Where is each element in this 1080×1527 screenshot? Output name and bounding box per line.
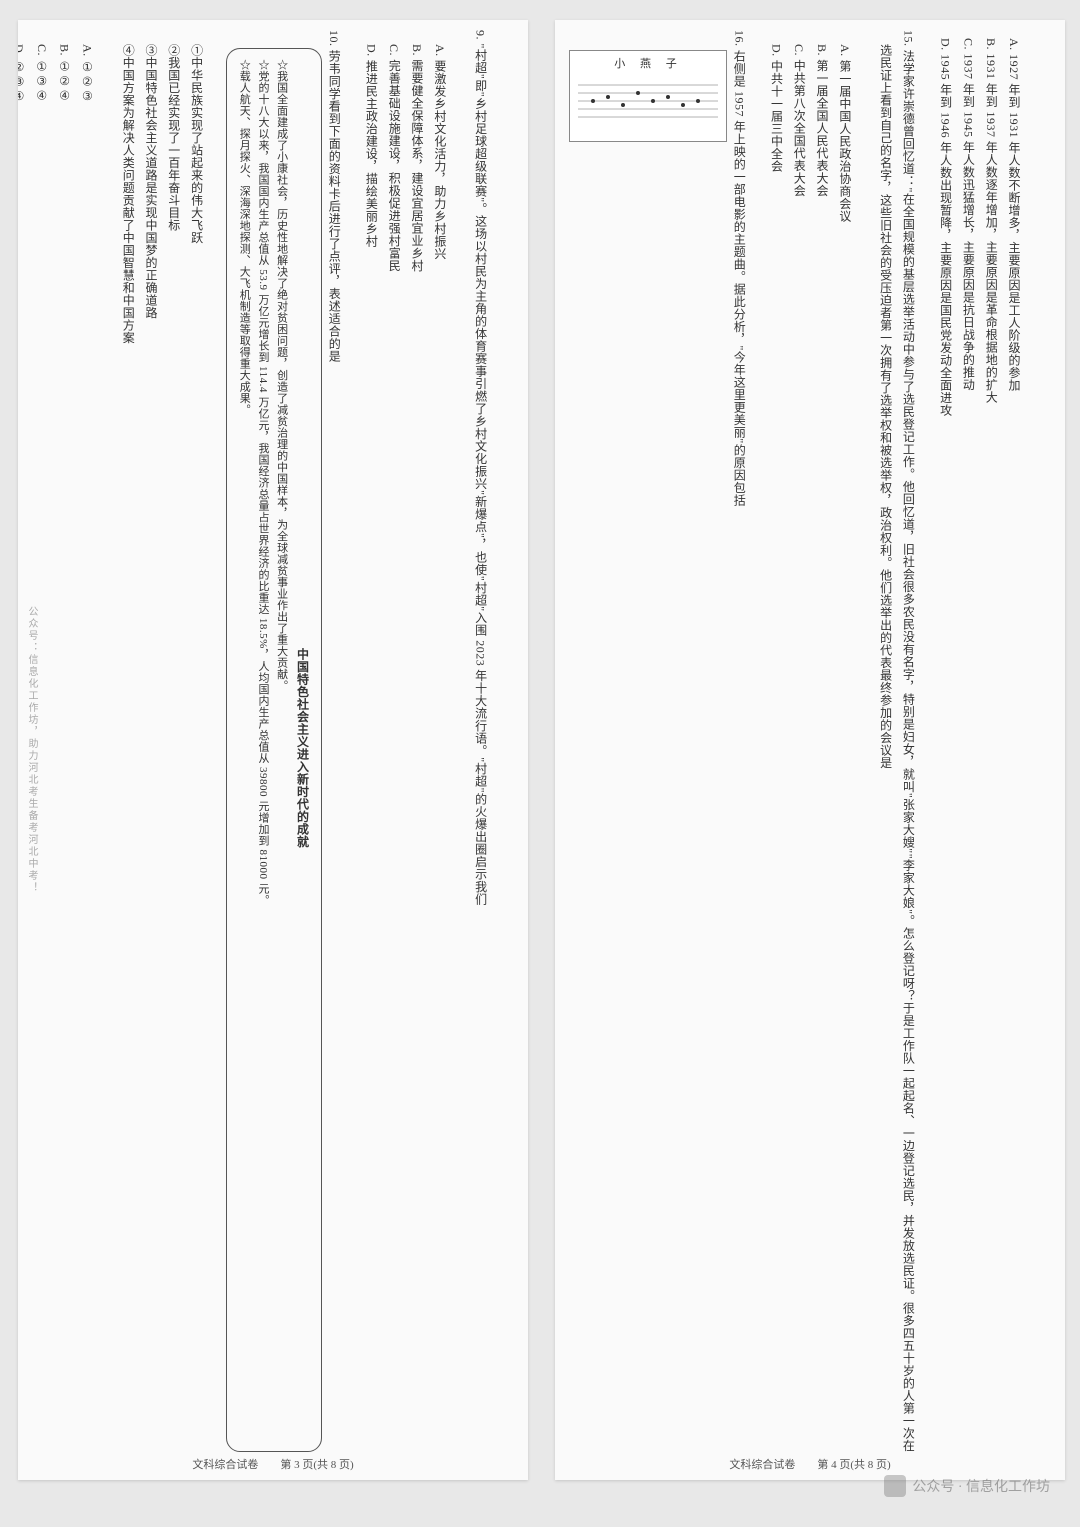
q10-a: A. ①②③: [76, 44, 99, 1456]
q10-b: B. ①②④: [53, 44, 76, 1456]
q10-text: 劳韦同学看到下面的资料卡后进行了点评，表述适合的是: [327, 50, 341, 363]
q9-opt-c: C. 完善基础设施建设，积极促进强村富民: [382, 44, 405, 1456]
question-16: 16. 右侧是 1957 年上映的一部电影的主题曲。据此分析，"今年这里更美丽"…: [555, 44, 765, 1456]
wechat-icon: [884, 1475, 906, 1497]
q9-options: A. 要激发乡村文化活力，助力乡村振兴 B. 需要健全保障体系，建设宜居宜业乡村…: [360, 44, 451, 1456]
q15-num: 15.: [901, 30, 915, 47]
page-4-content: A. 1927 年到 1931 年人数不断增多，主要原因是工人阶级的参加 B. …: [577, 38, 1043, 1462]
q15-a: A. 第一届中国人民政治协商会议: [833, 44, 856, 1456]
q10-num: 10.: [327, 30, 341, 47]
q9-stem: 9. "村超"即"乡村足球超级联赛"。这场以村民为主角的体育赛事引燃了乡村文化振…: [469, 44, 506, 1456]
q16-num: 16.: [732, 30, 746, 47]
q9-opt-b: B. 需要健全保障体系，建设宜居宜业乡村: [405, 44, 428, 1456]
page-4: A. 1927 年到 1931 年人数不断增多，主要原因是工人阶级的参加 B. …: [555, 20, 1065, 1480]
q16-text: 右侧是 1957 年上映的一部电影的主题曲。据此分析，"今年这里更美丽"的原因包…: [732, 50, 746, 506]
watermark: 公众号 · 信息化工作坊: [884, 1475, 1050, 1497]
question-10: 10. 劳韦同学看到下面的资料卡后进行了点评，表述适合的是 中国特色社会主义进入…: [18, 44, 360, 1456]
q15-c: C. 中共第八次全国代表大会: [787, 44, 810, 1456]
q10-card-line-0: ☆我国全面建成了小康社会，历史性地解决了绝对贫困问题，创造了减贫治理的中国样本，…: [272, 59, 291, 1441]
q10-card: 中国特色社会主义进入新时代的成就 ☆我国全面建成了小康社会，历史性地解决了绝对贫…: [226, 48, 323, 1452]
music-score-svg: [573, 75, 723, 130]
side-watermark: 公众号：信息化工作坊，助力河北考生备考河北中考！: [24, 606, 39, 894]
page-3-footer: 文科综合试卷 第 3 页(共 8 页): [18, 1456, 528, 1472]
q10-c2: ②我国已经实现了一百年奋斗目标: [162, 44, 185, 1456]
q15-b: B. 第一届全国人民代表大会: [810, 44, 833, 1456]
q10-card-line-1: ☆党的十八大以来，我国国内生产总值从 53.9 万亿元增长到 114.4 万亿元…: [253, 59, 272, 1441]
q15-stem: 15. 法学家许崇德曾回忆道："在全国规模的基层选举活动中参与了选民登记工作。他…: [874, 44, 934, 1456]
page-3: 公众号：信息化工作坊，助力河北考生备考河北中考！ 9. "村超"即"乡村足球超级…: [18, 20, 528, 1480]
q14-a: A. 1927 年到 1931 年人数不断增多，主要原因是工人阶级的参加: [1002, 38, 1025, 1462]
q10-card-line-2: ☆载人航天、探月探火、深海深地探测、大飞机制造等取得重大成果。: [235, 59, 254, 1441]
page-4-footer: 文科综合试卷 第 4 页(共 8 页): [555, 1456, 1065, 1472]
q14-options: A. 1927 年到 1931 年人数不断增多，主要原因是工人阶级的参加 B. …: [934, 38, 1025, 1462]
watermark-text: 公众号 · 信息化工作坊: [912, 1476, 1050, 1496]
question-15: 15. 法学家许崇德曾回忆道："在全国规模的基层选举活动中参与了选民登记工作。他…: [765, 44, 934, 1456]
question-9: 9. "村超"即"乡村足球超级联赛"。这场以村民为主角的体育赛事引燃了乡村文化振…: [360, 44, 506, 1456]
q10-circled: ①中华民族实现了站起来的伟大飞跃 ②我国已经实现了一百年奋斗目标 ③中国特色社会…: [116, 44, 207, 1456]
q10-c3: ③中国特色社会主义道路是实现中国梦的正确道路: [139, 44, 162, 1456]
q14-c: C. 1937 年到 1945 年人数迅猛增长，主要原因是抗日战争的推动: [957, 38, 980, 1462]
q14-b: B. 1931 年到 1937 年人数逐年增加，主要原因是革命根据地的扩大: [979, 38, 1002, 1462]
q9-opt-a: A. 要激发乡村文化活力，助力乡村振兴: [428, 44, 451, 1456]
q15-d: D. 中共十一届三中全会: [765, 44, 788, 1456]
q9-num: 9.: [474, 30, 488, 40]
q10-c4: ④中国方案为解决人类问题贡献了中国智慧和中国方案: [116, 44, 139, 1456]
q16-stem: 16. 右侧是 1957 年上映的一部电影的主题曲。据此分析，"今年这里更美丽"…: [727, 44, 764, 1456]
page-3-content: 9. "村超"即"乡村足球超级联赛"。这场以村民为主角的体育赛事引燃了乡村文化振…: [40, 38, 506, 1462]
q9-text: "村超"即"乡村足球超级联赛"。这场以村民为主角的体育赛事引燃了乡村文化振兴"新…: [474, 43, 488, 905]
q16-music-score: 小 燕 子: [569, 50, 727, 142]
q10-card-title: 中国特色社会主义进入新时代的成就: [291, 59, 314, 1437]
score-title: 小 燕 子: [573, 54, 723, 75]
q15-options: A. 第一届中国人民政治协商会议 B. 第一届全国人民代表大会 C. 中共第八次…: [765, 44, 856, 1456]
q10-stem: 10. 劳韦同学看到下面的资料卡后进行了点评，表述适合的是: [322, 44, 359, 1456]
q14-d: D. 1945 年到 1946 年人数出现暂降，主要原因是国民党发动全面进攻: [934, 38, 957, 1462]
q9-opt-d: D. 推进民主政治建设，描绘美丽乡村: [360, 44, 383, 1456]
q10-c1: ①中华民族实现了站起来的伟大飞跃: [185, 44, 208, 1456]
q15-text: 法学家许崇德曾回忆道："在全国规模的基层选举活动中参与了选民登记工作。他回忆道，…: [879, 44, 916, 1452]
